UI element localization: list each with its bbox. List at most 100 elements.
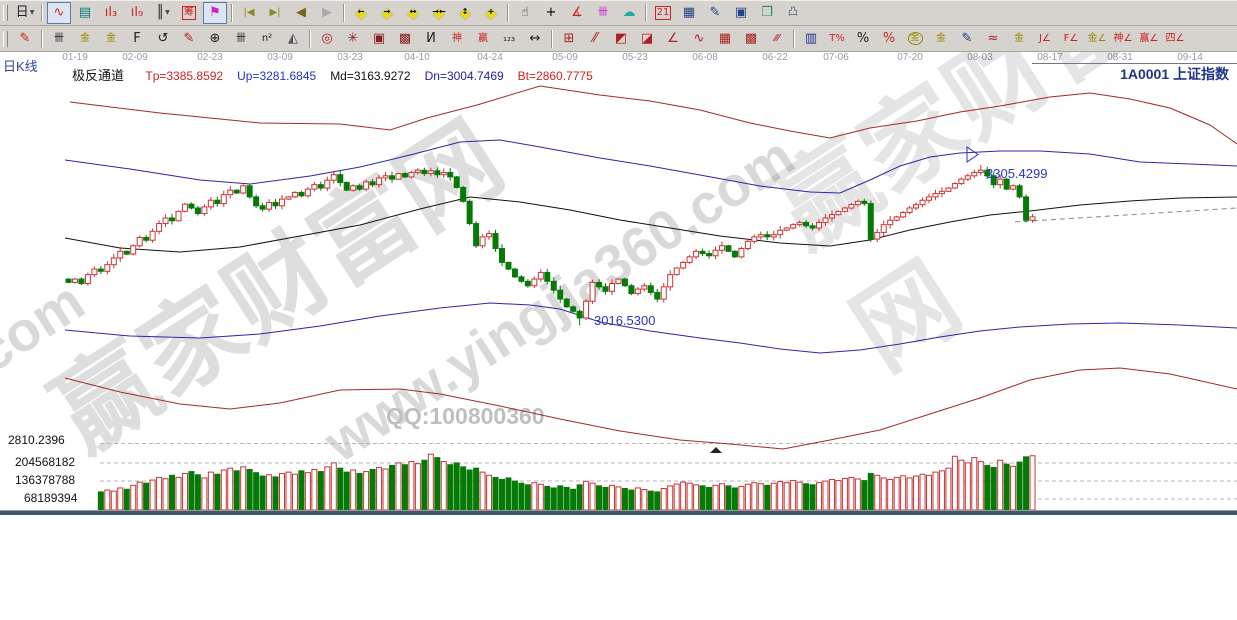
- flag-ruler-icon[interactable]: ◭: [288, 30, 298, 46]
- calculator-tool-icon[interactable]: ▦: [682, 5, 696, 20]
- gold-angle-tool-icon[interactable]: 金∠: [1087, 32, 1107, 44]
- cycle-tool-icon[interactable]: ☁: [622, 5, 636, 20]
- angle-lines-tool-icon[interactable]: И: [426, 30, 436, 46]
- zoom-expand-horizontal-icon[interactable]: ◆ ↔: [407, 4, 419, 22]
- fibonacci-ruler-icon[interactable]: F: [133, 30, 141, 46]
- shen-ruler-icon[interactable]: 神: [452, 32, 462, 44]
- candle-body: [699, 250, 706, 255]
- volume-bar: [919, 473, 926, 511]
- period-day-selector-icon[interactable]: 日 ▼: [15, 5, 35, 20]
- four-angle-tool-icon[interactable]: 四∠: [1165, 32, 1185, 44]
- pen-level-tool-icon[interactable]: ✎: [961, 30, 973, 46]
- percent-line-tool-icon[interactable]: T%: [829, 32, 845, 44]
- wave-band-tool-icon[interactable]: ≈: [987, 30, 999, 46]
- f-angle-tool-icon[interactable]: F∠: [1063, 32, 1079, 44]
- overlay-curve-icon[interactable]: ∿: [47, 2, 71, 24]
- gold-lines-tool-icon[interactable]: 金: [1014, 32, 1024, 44]
- zoom-compress-horizontal-icon[interactable]: ◆ →←: [432, 4, 446, 22]
- ying-ruler-icon[interactable]: 赢: [478, 32, 488, 44]
- price-floor-label: 2810.2396: [8, 433, 68, 447]
- grid-box-tool-icon[interactable]: ▩: [744, 30, 758, 46]
- step-forward-icon[interactable]: ▶: [322, 5, 332, 20]
- slant-lines-tool-icon[interactable]: ⁄⁄⁄: [774, 32, 780, 44]
- candle-body: [828, 214, 835, 219]
- percent-level-tool-icon[interactable]: %: [882, 30, 896, 46]
- draw-pen-icon[interactable]: ✎: [19, 30, 31, 46]
- volume-bar: [744, 483, 751, 511]
- step-back-icon[interactable]: ◀: [296, 5, 306, 20]
- skip-to-start-icon[interactable]: |◀: [243, 7, 255, 18]
- volume-bar: [531, 482, 538, 511]
- volume-bar: [563, 486, 570, 511]
- ying-angle-tool-icon[interactable]: 赢∠: [1139, 32, 1159, 44]
- gold-level-tool-icon[interactable]: 金: [936, 32, 946, 44]
- width-measure-tool-icon[interactable]: ↔: [529, 30, 541, 46]
- ruler-hatch-icon[interactable]: 卌: [54, 32, 64, 44]
- ma3-indicator-icon[interactable]: ıl₃: [104, 5, 118, 20]
- info-panel-icon[interactable]: ▤: [78, 5, 92, 20]
- volume-bar: [764, 484, 771, 511]
- toolbar-grip[interactable]: [3, 30, 8, 47]
- target-circle-tool-icon[interactable]: ◎: [321, 30, 333, 46]
- zigzag-tool-icon[interactable]: ∿: [693, 30, 705, 46]
- volume-bar: [330, 462, 337, 511]
- candle-body: [291, 191, 298, 198]
- calendar-tool-icon[interactable]: 21: [654, 6, 672, 20]
- fan-box-tool-icon[interactable]: ◩: [614, 30, 628, 46]
- grid-tool-icon[interactable]: ▦: [718, 30, 732, 46]
- n-square-ruler-icon[interactable]: n²: [261, 32, 273, 44]
- cycle-ruler-icon[interactable]: ⊕: [209, 30, 221, 46]
- volume-bar: [583, 480, 590, 511]
- fan-box-tool-2-icon[interactable]: ◪: [640, 30, 654, 46]
- j-angle-tool-icon[interactable]: J∠: [1039, 32, 1051, 44]
- price-chart[interactable]: [0, 0, 1237, 515]
- candle-body: [486, 233, 493, 238]
- volume-bar: [194, 474, 201, 511]
- fan-rays-tool-icon[interactable]: ⁄⁄: [592, 30, 598, 46]
- shen-angle-tool-icon[interactable]: 神∠: [1113, 32, 1133, 44]
- candle-body: [1016, 185, 1023, 198]
- ruler-123-icon[interactable]: ₁₂₃: [502, 32, 516, 44]
- candle-body: [169, 217, 176, 222]
- box-select-tool-icon[interactable]: ⊞: [563, 30, 575, 46]
- measure-pen-icon[interactable]: ✎: [183, 30, 195, 46]
- export-tool-icon[interactable]: ❐: [761, 5, 773, 20]
- spiral-tool-icon[interactable]: ↺: [157, 30, 169, 46]
- crosshair-tool-icon[interactable]: +: [545, 5, 557, 20]
- toolbar-grip[interactable]: [3, 5, 8, 21]
- volume-bar: [389, 465, 395, 511]
- ma9-indicator-icon[interactable]: ıl₉: [130, 5, 144, 20]
- zoom-expand-vertical-icon[interactable]: ◆ ↕: [459, 4, 471, 22]
- candle-body: [751, 236, 758, 242]
- zoom-pan-left-icon[interactable]: ◆ ←: [355, 4, 367, 22]
- volume-bar: [175, 476, 182, 511]
- print-tool-icon[interactable]: 凸: [788, 7, 798, 18]
- chip-distribution-icon[interactable]: 筹: [182, 6, 196, 20]
- trend-rays-tool-icon[interactable]: ∠: [667, 30, 679, 46]
- box-target-tool-2-icon[interactable]: ▩: [398, 30, 412, 46]
- candle-style-icon[interactable]: ║ ▼: [156, 5, 170, 20]
- volume-bar: [926, 474, 933, 511]
- skip-to-end-icon[interactable]: ▶|: [269, 7, 281, 18]
- angle-measure-tool-icon[interactable]: ∡: [571, 5, 583, 20]
- plain-ruler-icon[interactable]: 卌: [236, 32, 246, 44]
- flag-marker-icon[interactable]: ⚑: [203, 2, 227, 24]
- band-tool-icon[interactable]: 卌: [598, 7, 608, 18]
- volume-bars-tool-icon[interactable]: ▥: [804, 30, 818, 46]
- zoom-all-directions-icon[interactable]: ◆ +: [485, 4, 497, 22]
- candle-body: [887, 219, 894, 226]
- starburst-tool-icon[interactable]: ✳: [347, 30, 359, 46]
- gold-ratio-ruler-2-icon[interactable]: 金: [106, 32, 116, 44]
- percent-tool-icon[interactable]: %: [856, 30, 870, 46]
- gold-circle-tool-icon[interactable]: 金: [903, 28, 927, 50]
- volume-bar: [460, 466, 467, 511]
- box-target-tool-icon[interactable]: ▣: [372, 30, 386, 46]
- volume-bar: [201, 477, 208, 511]
- zoom-pan-right-icon[interactable]: ◆ →: [381, 4, 393, 22]
- volume-bar: [518, 482, 525, 511]
- candle-body: [84, 274, 91, 285]
- gold-ratio-ruler-icon[interactable]: 金: [80, 32, 90, 44]
- notes-tool-icon[interactable]: ✎: [709, 5, 721, 20]
- pan-hand-tool-icon[interactable]: ☝: [521, 5, 529, 20]
- save-tool-icon[interactable]: ▣: [734, 5, 748, 20]
